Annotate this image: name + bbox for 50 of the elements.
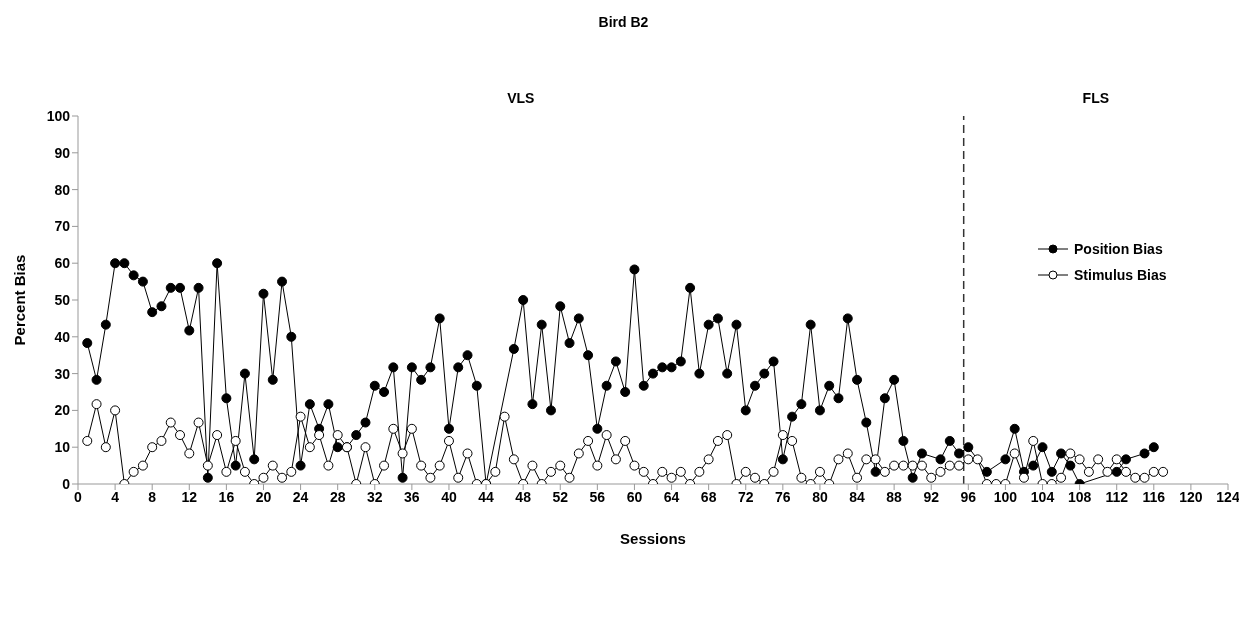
- x-tick-label: 80: [812, 488, 828, 505]
- x-tick-label: 104: [1030, 488, 1055, 505]
- x-tick-label: 44: [478, 488, 495, 505]
- x-tick-label: 120: [1179, 488, 1203, 505]
- x-tick-label: 52: [552, 488, 569, 505]
- x-tick-label: 100: [993, 488, 1018, 505]
- x-tick-label: 68: [700, 488, 717, 505]
- x-tick-label: 88: [886, 488, 903, 505]
- x-tick-label: 96: [960, 488, 977, 505]
- y-tick-label: 70: [54, 218, 71, 235]
- x-tick-label: 36: [404, 488, 420, 505]
- y-tick-label: 0: [62, 475, 71, 492]
- legend-label: Position Bias: [1074, 241, 1163, 257]
- x-tick-label: 40: [441, 488, 457, 505]
- x-tick-label: 64: [663, 488, 680, 505]
- y-tick-label: 100: [46, 107, 71, 124]
- x-tick-label: 20: [255, 488, 272, 505]
- x-tick-label: 76: [775, 488, 791, 505]
- x-tick-label: 56: [589, 488, 606, 505]
- text: FLS: [1081, 90, 1111, 106]
- x-tick-label: 4: [111, 488, 120, 505]
- y-tick-label: 80: [54, 181, 71, 198]
- x-tick-label: 0: [74, 488, 83, 505]
- x-tick-label: 60: [626, 488, 643, 505]
- x-tick-label: 84: [849, 488, 866, 505]
- x-tick-label: 108: [1067, 488, 1092, 505]
- y-tick-label: 40: [54, 328, 71, 345]
- y-tick-label: 30: [54, 365, 71, 382]
- x-tick-label: 24: [292, 488, 309, 505]
- y-axis-title: Percent Bias: [11, 254, 29, 346]
- x-tick-label: 72: [737, 488, 754, 505]
- y-tick-label: 20: [54, 402, 71, 419]
- x-tick-label: 12: [181, 488, 198, 505]
- x-tick-label: 8: [148, 488, 157, 505]
- x-tick-label: 112: [1105, 488, 1129, 505]
- y-tick-label: 50: [54, 291, 71, 308]
- x-tick-label: 28: [329, 488, 346, 505]
- x-tick-label: 116: [1142, 488, 1166, 505]
- chart-title: Bird B2: [597, 14, 650, 30]
- y-tick-label: 10: [54, 439, 71, 456]
- x-axis-title: Sessions: [620, 530, 686, 547]
- x-tick-label: 48: [515, 488, 532, 505]
- legend-label: Stimulus Bias: [1074, 267, 1167, 283]
- y-tick-label: 60: [54, 255, 71, 272]
- text: VLS: [506, 90, 536, 106]
- y-tick-label: 90: [54, 144, 71, 161]
- x-tick-label: 92: [923, 488, 940, 505]
- x-tick-label: 16: [218, 488, 235, 505]
- x-tick-label: 32: [366, 488, 383, 505]
- x-tick-label: 124: [1216, 488, 1240, 505]
